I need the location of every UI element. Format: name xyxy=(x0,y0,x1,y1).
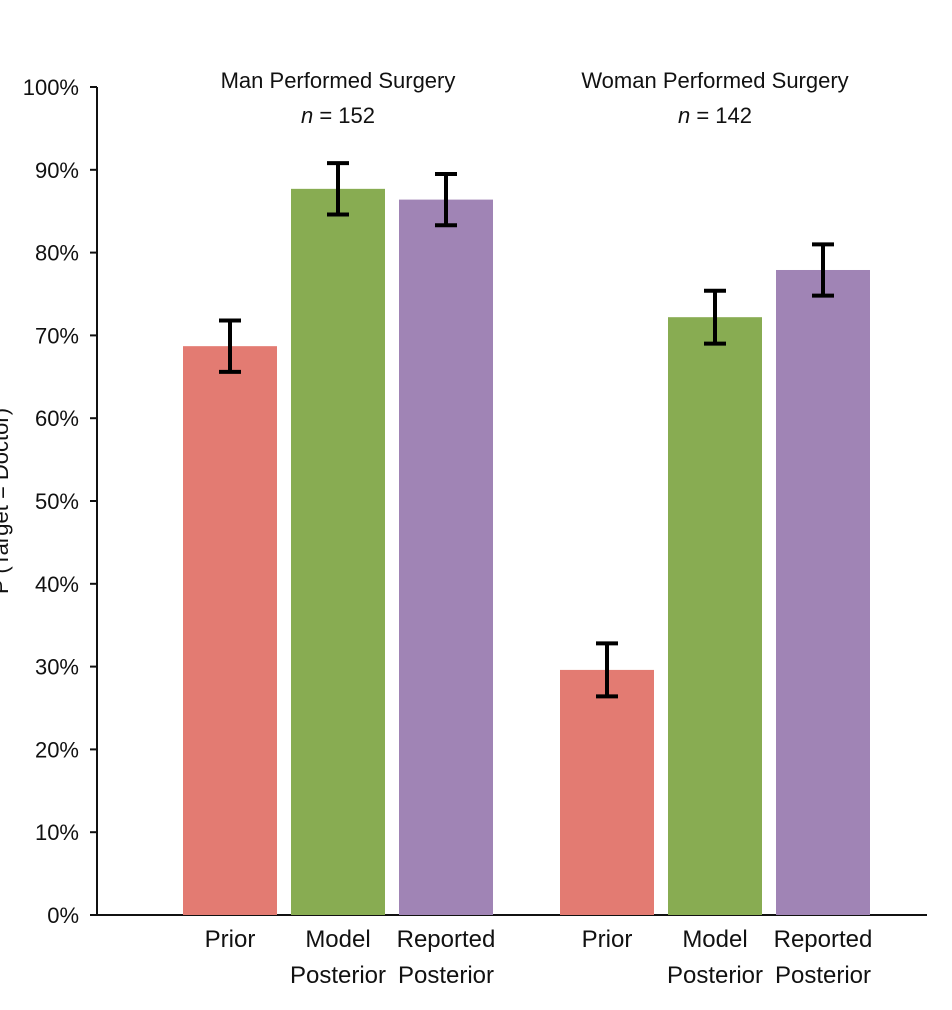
group-n-label: n = 152 xyxy=(301,103,375,128)
y-tick-label: 60% xyxy=(35,406,79,431)
bar xyxy=(399,199,493,915)
bar xyxy=(291,188,385,915)
bar xyxy=(668,317,762,916)
category-label: Posterior xyxy=(290,962,386,989)
y-tick-label: 40% xyxy=(35,572,79,597)
category-label: Prior xyxy=(582,926,633,953)
n-value: = 152 xyxy=(313,103,375,128)
bar xyxy=(183,346,277,915)
n-value: = 142 xyxy=(690,103,752,128)
error-bars xyxy=(219,161,834,699)
category-label: Prior xyxy=(205,926,256,953)
bar xyxy=(776,269,870,915)
category-label: Posterior xyxy=(398,962,494,989)
category-label: Posterior xyxy=(667,962,763,989)
category-label: Model xyxy=(682,926,747,953)
y-tick-label: 70% xyxy=(35,323,79,348)
group-title: Woman Performed Surgery xyxy=(581,68,848,93)
y-axis-title-group: P (Target = Doctor) xyxy=(0,408,13,594)
y-tick-label: 50% xyxy=(35,489,79,514)
y-axis-title: P (Target = Doctor) xyxy=(0,408,13,594)
n-symbol: n xyxy=(301,103,313,128)
category-label: Reported xyxy=(397,926,496,953)
bar xyxy=(560,669,654,915)
category-label: Reported xyxy=(774,926,873,953)
category-label: Posterior xyxy=(775,962,871,989)
group-n-label: n = 142 xyxy=(678,103,752,128)
y-tick-label: 90% xyxy=(35,158,79,183)
y-ticks: 0% 10% 20% 30% 40% 50% 60% 70% 80% 90% 100% xyxy=(23,75,97,928)
bars xyxy=(183,188,870,916)
group-titles: Man Performed Surgery n = 152 Woman Perfor… xyxy=(221,68,849,128)
n-symbol: n xyxy=(678,103,690,128)
group-title: Man Performed Surgery xyxy=(221,68,456,93)
y-tick-label: 10% xyxy=(35,820,79,845)
y-tick-label: 20% xyxy=(35,737,79,762)
y-tick-label: 30% xyxy=(35,655,79,680)
category-labels: Prior Model Posterior Reported Posterior Prio… xyxy=(205,926,873,989)
category-label: Model xyxy=(305,926,370,953)
y-tick-label: 0% xyxy=(47,903,79,928)
y-tick-label: 100% xyxy=(23,75,79,100)
y-tick-label: 80% xyxy=(35,241,79,266)
